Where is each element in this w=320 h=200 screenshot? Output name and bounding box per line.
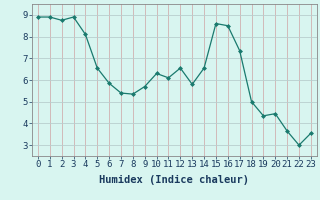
X-axis label: Humidex (Indice chaleur): Humidex (Indice chaleur): [100, 175, 249, 185]
